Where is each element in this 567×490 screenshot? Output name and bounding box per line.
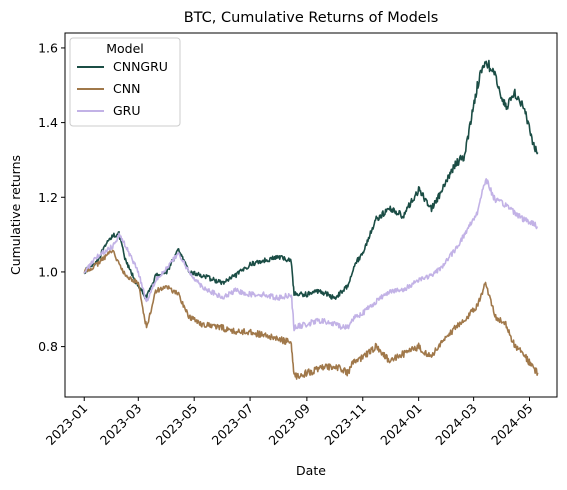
legend-title: Model xyxy=(106,41,144,56)
chart-title: BTC, Cumulative Returns of Models xyxy=(184,10,439,26)
y-tick-label: 1.6 xyxy=(38,40,58,55)
legend-label-gru: GRU xyxy=(113,103,141,118)
y-tick-label: 1.2 xyxy=(38,190,58,205)
y-tick-label: 0.8 xyxy=(38,339,58,354)
y-tick-label: 1.0 xyxy=(38,264,58,279)
y-tick-label: 1.4 xyxy=(38,115,58,130)
legend-label-cnngru: CNNGRU xyxy=(113,59,168,74)
y-axis-label: Cumulative returns xyxy=(8,155,23,275)
legend-label-cnn: CNN xyxy=(113,81,140,96)
x-axis-label: Date xyxy=(296,463,326,478)
